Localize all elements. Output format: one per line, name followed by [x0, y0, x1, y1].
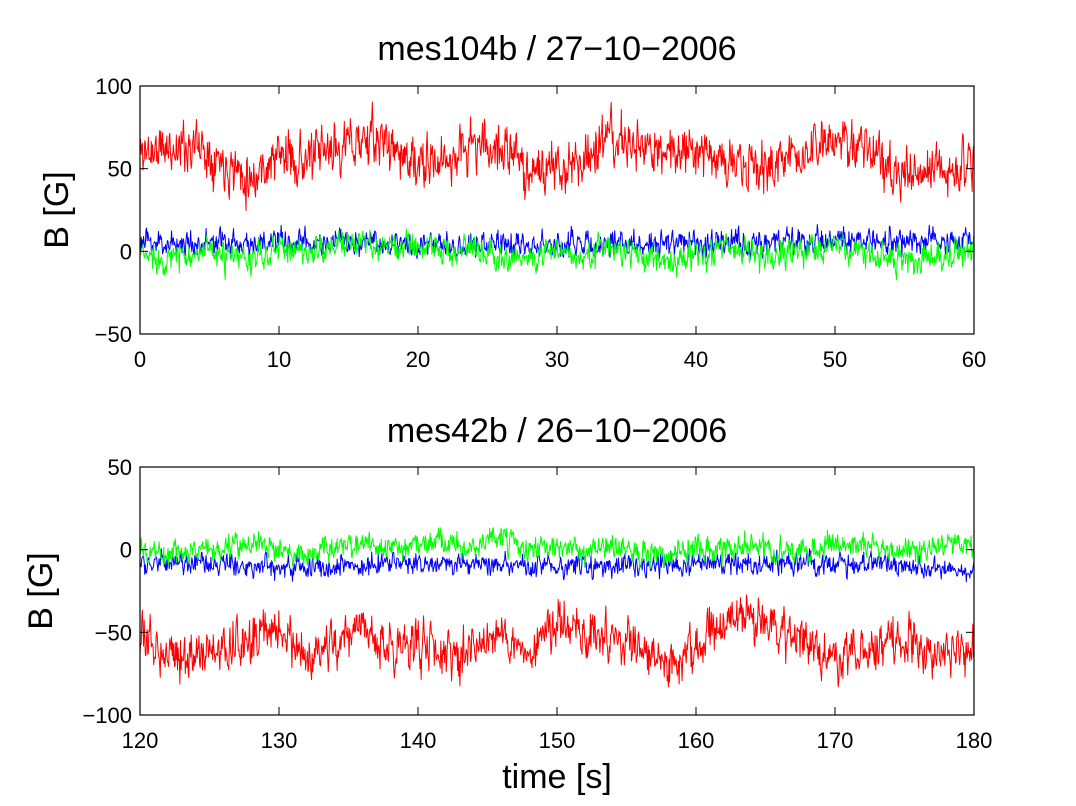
top-series-green	[139, 228, 975, 281]
top-x-tick-label: 60	[962, 347, 986, 372]
top-panel-series	[139, 101, 975, 281]
top-y-tick-label: −50	[95, 322, 132, 347]
top-x-tick-label: 50	[823, 347, 847, 372]
bottom-x-tick-label: 140	[400, 728, 437, 753]
top-panel-y-ticks: −50 0 50 100	[95, 74, 974, 347]
bottom-panel-series	[139, 527, 975, 688]
top-x-tick-label: 40	[684, 347, 708, 372]
bottom-y-tick-label: −100	[82, 703, 132, 728]
bottom-series-green	[139, 527, 975, 570]
bottom-x-tick-label: 120	[122, 728, 159, 753]
top-x-tick-label: 30	[545, 347, 569, 372]
bottom-x-tick-label: 180	[956, 728, 993, 753]
bottom-panel-x-axis-label: time [s]	[502, 758, 612, 796]
bottom-series-red	[139, 594, 975, 688]
top-series-red	[139, 101, 975, 212]
bottom-x-tick-label: 150	[539, 728, 576, 753]
top-y-tick-label: 50	[108, 157, 132, 182]
bottom-panel: mes42b / 26−10−2006 120 130 140 150 160 170 18…	[22, 412, 992, 796]
bottom-y-tick-label: −50	[95, 620, 132, 645]
top-panel-axes-frame	[139, 85, 975, 335]
bottom-series-blue	[139, 548, 975, 583]
top-x-tick-label: 0	[134, 347, 146, 372]
top-panel-title: mes104b / 27−10−2006	[377, 30, 736, 68]
top-y-tick-label: 100	[95, 74, 132, 99]
bottom-y-tick-label: 50	[108, 455, 132, 480]
bottom-panel-y-axis-label: B [G]	[22, 552, 60, 629]
bottom-panel-y-ticks: −100 −50 0 50	[82, 455, 974, 728]
top-x-tick-label: 20	[406, 347, 430, 372]
bottom-x-tick-label: 170	[817, 728, 854, 753]
bottom-x-tick-label: 160	[678, 728, 715, 753]
bottom-panel-title: mes42b / 26−10−2006	[387, 412, 727, 450]
bottom-panel-x-ticks: 120 130 140 150 160 170 180	[122, 467, 993, 753]
top-panel-y-axis-label: B [G]	[38, 171, 76, 248]
bottom-panel-axes-frame	[139, 466, 975, 716]
top-x-tick-label: 10	[267, 347, 291, 372]
bottom-y-tick-label: 0	[120, 538, 132, 563]
top-y-tick-label: 0	[120, 239, 132, 264]
top-panel: mes104b / 27−10−2006 0 10 20 30 40 50 60 −5005…	[38, 30, 986, 372]
top-panel-x-ticks: 0 10 20 30 40 50 60	[134, 86, 986, 372]
bottom-x-tick-label: 130	[261, 728, 298, 753]
